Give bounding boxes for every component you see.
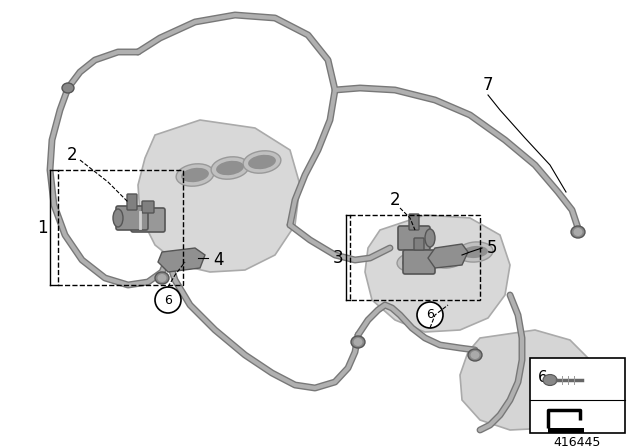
Ellipse shape xyxy=(216,161,244,175)
Bar xyxy=(530,358,625,433)
Bar xyxy=(58,170,183,285)
Ellipse shape xyxy=(429,248,465,268)
Polygon shape xyxy=(365,215,510,332)
Text: 4: 4 xyxy=(212,251,223,269)
Circle shape xyxy=(417,302,443,328)
Bar xyxy=(350,215,480,300)
Text: 3: 3 xyxy=(333,249,343,267)
Ellipse shape xyxy=(157,274,166,282)
Text: 2: 2 xyxy=(390,191,400,209)
Ellipse shape xyxy=(457,242,493,262)
Ellipse shape xyxy=(402,256,428,268)
FancyBboxPatch shape xyxy=(398,226,430,250)
Bar xyxy=(548,428,584,433)
Text: 6: 6 xyxy=(426,309,434,322)
Ellipse shape xyxy=(573,228,582,236)
Ellipse shape xyxy=(211,157,249,179)
Ellipse shape xyxy=(248,155,276,169)
Ellipse shape xyxy=(468,349,482,361)
Ellipse shape xyxy=(113,209,123,227)
Text: 1: 1 xyxy=(36,219,47,237)
FancyBboxPatch shape xyxy=(409,214,419,230)
Text: 6: 6 xyxy=(538,370,548,385)
Ellipse shape xyxy=(434,252,460,264)
Ellipse shape xyxy=(155,272,169,284)
FancyBboxPatch shape xyxy=(131,208,165,232)
FancyBboxPatch shape xyxy=(116,206,148,230)
Ellipse shape xyxy=(571,226,585,238)
FancyBboxPatch shape xyxy=(403,250,435,274)
Ellipse shape xyxy=(176,164,214,186)
Text: 5: 5 xyxy=(487,239,497,257)
Ellipse shape xyxy=(353,338,362,346)
Ellipse shape xyxy=(397,252,433,272)
Polygon shape xyxy=(138,120,300,272)
Polygon shape xyxy=(428,244,468,268)
Circle shape xyxy=(155,287,181,313)
Ellipse shape xyxy=(133,209,163,231)
Ellipse shape xyxy=(543,375,557,385)
Text: 6: 6 xyxy=(164,293,172,306)
FancyBboxPatch shape xyxy=(414,238,424,250)
FancyBboxPatch shape xyxy=(127,194,137,210)
FancyBboxPatch shape xyxy=(142,201,154,213)
Polygon shape xyxy=(158,248,205,272)
Ellipse shape xyxy=(462,246,488,258)
Text: 7: 7 xyxy=(483,76,493,94)
Text: 2: 2 xyxy=(67,146,77,164)
Ellipse shape xyxy=(243,151,281,173)
Ellipse shape xyxy=(181,168,209,182)
Polygon shape xyxy=(460,330,592,430)
Ellipse shape xyxy=(62,83,74,93)
Ellipse shape xyxy=(425,229,435,247)
Ellipse shape xyxy=(470,351,479,359)
Ellipse shape xyxy=(351,336,365,348)
Text: 416445: 416445 xyxy=(554,435,601,448)
